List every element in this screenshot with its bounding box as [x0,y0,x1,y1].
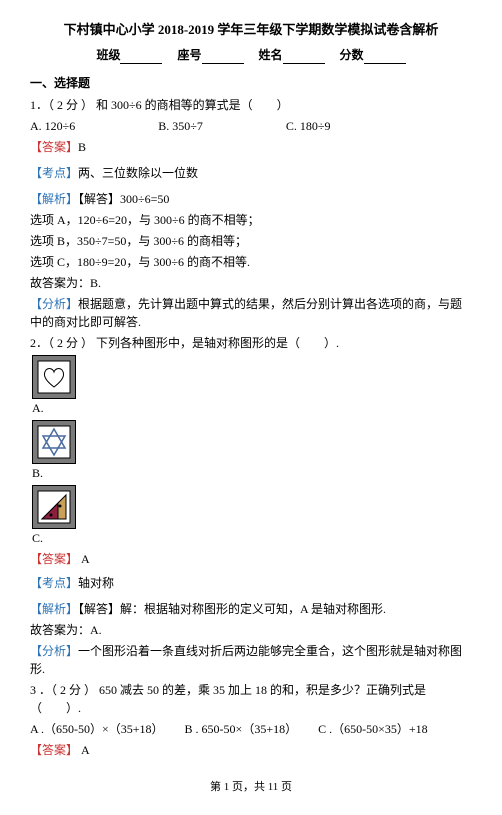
q2-exp: 解：根据轴对称图形的定义可知，A 是轴对称图形. [120,602,386,616]
answer-label: 【答案】 [30,140,78,154]
q3-opt-a: A .（650-50）×（35+18） [30,720,164,738]
q1-answer-val: B [78,140,86,154]
exp-label: 【解析】 [30,602,78,616]
name-label: 姓名 [259,48,283,62]
q2-kpt: 轴对称 [78,576,114,590]
seat-blank [202,52,244,64]
q2-stem: 2．（ 2 分 ） 下列各种图形中，是轴对称图形的是（ ）. [30,334,472,352]
score-blank [364,52,406,64]
exp-label2: 【解答】 [78,602,120,616]
q3-opt-c: C .（650-50×35）+18 [318,720,428,738]
answer-label: 【答案】 [30,552,78,566]
class-blank [120,52,162,64]
star-icon [36,424,72,460]
q3-stem: 3 ．（ 2 分 ） 650 减去 50 的差，乘 35 加上 18 的和，积是… [30,681,472,717]
exp-label2: 【解答】 [78,192,120,206]
q2-opt-c-row: C. [32,485,472,547]
q1-opt-a: A. 120÷6 [30,117,75,135]
q2-answer: 【答案】 A [30,550,472,568]
q2-ana: 一个图形沿着一条直线对折后两边能够完全重合，这个图形就是轴对称图形. [30,644,462,676]
q1-line-a: 选项 A，120÷6=20，与 300÷6 的商不相等； [30,211,472,229]
q2-image-c [32,485,76,529]
q2-image-a [32,355,76,399]
q1-line-c: 选项 C，180÷9=20，与 300÷6 的商不相等. [30,253,472,271]
q1-keypoint: 【考点】两、三位数除以一位数 [30,164,472,182]
q1-stem: 1．（ 2 分 ） 和 300÷6 的商相等的算式是（ ） [30,96,472,114]
ana-label: 【分析】 [30,644,78,658]
q3-options: A .（650-50）×（35+18） B . 650-50×（35+18） C… [30,720,472,738]
q1-ana: 根据题意，先计算出题中算式的结果，然后分别计算出各选项的商，与题中的商对比即可解… [30,297,462,329]
ana-label: 【分析】 [30,297,78,311]
q2-image-b [32,420,76,464]
heart-icon [36,359,72,395]
name-blank [283,52,325,64]
exp-label: 【解析】 [30,192,78,206]
triangle-icon [36,489,72,525]
q1-explain-head: 【解析】【解答】300÷6=50 [30,190,472,208]
header-fields: 班级 座号 姓名 分数 [30,46,472,64]
score-label: 分数 [340,48,364,62]
q2-opt-a-row: A. [32,355,472,417]
q2-label-a: A. [32,399,44,417]
q3-answer: 【答案】 A [30,741,472,759]
q1-answer: 【答案】B [30,138,472,156]
seat-label: 座号 [177,48,201,62]
q1-conclusion: 故答案为：B. [30,274,472,292]
q1-line-b: 选项 B，350÷7=50，与 300÷6 的商相等； [30,232,472,250]
q1-kpt: 两、三位数除以一位数 [78,166,198,180]
q1-opt-b: B. 350÷7 [158,117,203,135]
q2-conclusion: 故答案为：A. [30,621,472,639]
q3-answer-val: A [81,743,90,757]
q2-analysis: 【分析】一个图形沿着一条直线对折后两边能够完全重合，这个图形就是轴对称图形. [30,642,472,678]
answer-label: 【答案】 [30,743,78,757]
kpt-label: 【考点】 [30,166,78,180]
section-1-heading: 一、选择题 [30,74,472,92]
q2-opt-b-row: B. [32,420,472,482]
q1-opt-c: C. 180÷9 [286,117,331,135]
q2-explain: 【解析】【解答】解：根据轴对称图形的定义可知，A 是轴对称图形. [30,600,472,618]
q2-answer-val: A [81,552,90,566]
q3-opt-b: B . 650-50×（35+18） [185,720,298,738]
q1-options: A. 120÷6 B. 350÷7 C. 180÷9 [30,117,472,135]
page-title: 下村镇中心小学 2018-2019 学年三年级下学期数学模拟试卷含解析 [30,20,472,40]
q2-keypoint: 【考点】轴对称 [30,574,472,592]
page-footer: 第 1 页，共 11 页 [30,779,472,796]
class-label: 班级 [96,48,120,62]
q2-label-b: B. [32,464,43,482]
q1-exp-head: 300÷6=50 [120,192,169,206]
q1-analysis: 【分析】根据题意，先计算出题中算式的结果，然后分别计算出各选项的商，与题中的商对… [30,295,472,331]
kpt-label: 【考点】 [30,576,78,590]
q2-label-c: C. [32,529,43,547]
